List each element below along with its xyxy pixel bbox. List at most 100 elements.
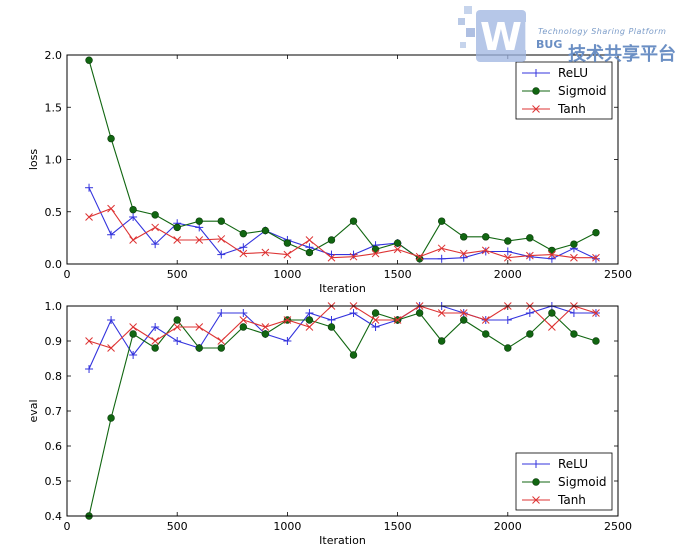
series-relu [85,302,600,373]
data-point-tanh [570,253,578,262]
watermark-pixel [466,28,475,37]
plot-frame [66,305,619,517]
watermark-logo: WB [480,15,551,59]
data-point-sigmoid [548,246,556,255]
data-point-sigmoid [151,344,159,352]
data-point-tanh [129,323,137,331]
legend: ReLU Sigmoid Tanh [515,452,613,511]
data-point-sigmoid [107,414,115,422]
data-point-sigmoid [371,245,380,254]
data-point-tanh [437,309,446,317]
data-point-sigmoid [195,344,203,352]
x-tick-label: 0 [64,520,71,533]
data-point-sigmoid [460,316,468,324]
data-point-tanh [151,337,160,345]
watermark-pixel [458,18,465,25]
data-point-tanh [283,250,292,259]
data-point-tanh [107,204,115,213]
series-line-relu [88,187,597,260]
data-point-tanh [393,245,402,254]
data-point-sigmoid [437,217,446,225]
y-tick-label: 0.4 [45,510,63,523]
y-axis-title: loss [27,149,40,171]
data-point-tanh [283,316,292,324]
y-tick-label: 0.9 [45,335,63,348]
data-point-sigmoid [526,234,534,242]
chart-panel-1: 0 500 1000 1500 2000 2500 0.4 0.5 0.6 0.7 0.8 0.9 1.… [27,300,632,546]
data-point-tanh [261,248,270,257]
data-point-sigmoid [85,56,93,64]
data-point-sigmoid [261,226,270,235]
data-point-relu [129,351,138,359]
data-point-tanh [437,244,446,253]
data-point-sigmoid [327,236,336,244]
legend-item-tanh: Tanh [522,102,586,116]
legend: ReLU Sigmoid Tanh [515,61,613,120]
data-point-sigmoid [173,223,181,232]
data-point-tanh [459,309,468,317]
data-point-relu [129,212,138,221]
legend-item-relu: ReLU [522,66,588,80]
data-point-relu [107,230,116,239]
data-point-sigmoid [437,337,446,345]
data-point-sigmoid [173,316,181,324]
data-point-relu [305,309,314,317]
data-point-relu [437,254,446,263]
data-point-tanh [459,249,468,258]
x-tick-label: 2500 [604,520,632,533]
x-tick-label: 2500 [604,268,632,281]
y-tick-label: 1.0 [45,154,63,167]
data-point-tanh [107,344,115,352]
data-point-tanh [349,252,358,261]
y-tick-label: 0.0 [45,258,63,271]
data-point-relu [591,254,600,263]
series-relu [85,183,600,263]
x-tick-label: 500 [167,520,188,533]
series-line-relu [88,305,596,370]
data-point-sigmoid [151,211,159,219]
data-point-sigmoid [482,233,490,241]
watermark-tagline: Technology Sharing Platform [538,27,666,36]
data-point-sigmoid [327,323,336,331]
data-point-sigmoid [107,134,115,143]
data-point-tanh [305,323,314,331]
legend-label: Sigmoid [558,475,607,489]
data-point-relu [547,254,556,263]
data-point-tanh [525,251,534,260]
watermark-logo-block [476,10,526,62]
data-point-sigmoid [305,316,314,324]
watermark-pixel [460,42,466,48]
data-point-tanh [305,236,314,244]
data-point-sigmoid [415,309,424,317]
data-point-tanh [195,323,204,331]
data-point-relu [217,250,226,259]
series-line-tanh [88,207,596,259]
y-tick-label: 1.0 [45,300,63,313]
legend-marker [532,87,540,95]
legend-label: Tanh [557,102,586,116]
legend-item-tanh: Tanh [522,493,586,507]
data-point-sigmoid [460,233,468,241]
data-point-relu [239,243,248,252]
data-point-sigmoid [548,309,556,317]
data-point-sigmoid [305,248,314,257]
data-point-sigmoid [283,239,292,247]
data-point-tanh [217,235,226,243]
data-point-sigmoid [217,217,225,225]
data-point-sigmoid [504,344,512,352]
chart-panel-0: 0 500 1000 1500 2000 2500 0.0 0.5 1.0 1.5 2.0 Itera… [27,49,632,295]
data-point-sigmoid [129,205,137,214]
series-tanh [85,204,600,262]
y-tick-label: 0.7 [45,405,63,418]
data-point-relu [459,253,468,262]
data-point-sigmoid [349,351,358,359]
x-tick-label: 1000 [273,268,301,281]
y-tick-label: 2.0 [45,49,63,62]
legend-marker [532,69,540,77]
data-point-sigmoid [129,330,137,338]
data-point-sigmoid [393,239,402,247]
legend-marker [532,478,540,486]
data-point-relu [151,240,160,249]
legend-label: Sigmoid [558,84,607,98]
